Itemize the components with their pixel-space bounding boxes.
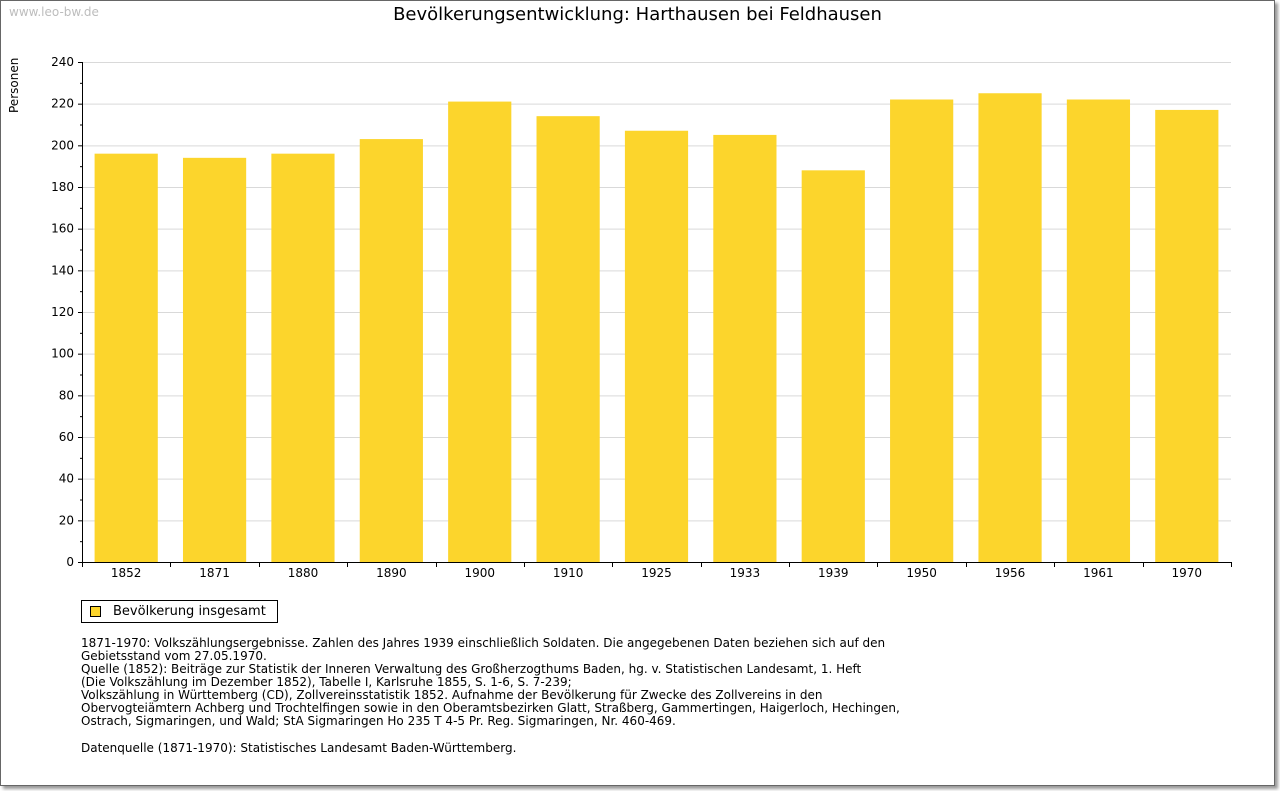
x-tick-label: 1950 bbox=[906, 566, 937, 580]
bar bbox=[448, 101, 512, 562]
y-tick-label: 80 bbox=[59, 388, 74, 402]
bar bbox=[713, 134, 777, 562]
bar bbox=[359, 139, 423, 563]
y-tick-label: 0 bbox=[66, 555, 74, 569]
x-tick-label: 1900 bbox=[464, 566, 495, 580]
x-tick-label: 1925 bbox=[641, 566, 672, 580]
x-tick-label: 1956 bbox=[995, 566, 1026, 580]
bar bbox=[536, 116, 600, 563]
chart-title: Bevölkerungsentwicklung: Harthausen bei … bbox=[393, 4, 882, 25]
bar bbox=[890, 99, 954, 562]
watermark: www.leo-bw.de bbox=[9, 5, 99, 19]
x-tick-label: 1961 bbox=[1083, 566, 1114, 580]
bar bbox=[271, 153, 335, 562]
y-tick-label: 240 bbox=[51, 55, 74, 69]
y-tick-label: 100 bbox=[51, 347, 74, 361]
note-line: Gebietsstand vom 27.05.1970. bbox=[81, 649, 267, 663]
note-line: Quelle (1852): Beiträge zur Statistik de… bbox=[81, 662, 862, 676]
y-tick-label: 160 bbox=[51, 222, 74, 236]
bar bbox=[1066, 99, 1131, 562]
x-tick-label: 1852 bbox=[111, 566, 142, 580]
y-tick-label: 120 bbox=[51, 305, 74, 319]
notes: 1871-1970: Volkszählungsergebnisse. Zahl… bbox=[81, 637, 900, 728]
note-line: Obervogteiämtern Achberg und Trochtelfin… bbox=[81, 701, 900, 715]
y-tick-label: 180 bbox=[51, 180, 74, 194]
x-tick-label: 1970 bbox=[1172, 566, 1203, 580]
data-source: Datenquelle (1871-1970): Statistisches L… bbox=[81, 741, 517, 755]
bar bbox=[801, 170, 865, 563]
note-line: Volkszählung in Württemberg (CD), Zollve… bbox=[81, 688, 823, 702]
bar bbox=[94, 153, 158, 562]
x-tick-label: 1880 bbox=[288, 566, 319, 580]
x-tick-label: 1910 bbox=[553, 566, 584, 580]
y-tick-label: 140 bbox=[51, 263, 74, 277]
note-line: Ostrach, Sigmaringen, und Wald; StA Sigm… bbox=[81, 714, 676, 728]
y-tick-label: 20 bbox=[59, 513, 74, 527]
y-tick-label: 40 bbox=[59, 472, 74, 486]
bar-chart: 0 20 40 60 80 100 120 140 160 180 200 220 240 1852 187… bbox=[51, 55, 1232, 580]
x-tick-label: 1890 bbox=[376, 566, 407, 580]
bar bbox=[1155, 109, 1219, 563]
bar bbox=[978, 93, 1042, 562]
legend-swatch bbox=[90, 606, 101, 617]
x-tick-label: 1933 bbox=[730, 566, 761, 580]
legend-label: Bevölkerung insgesamt bbox=[113, 604, 266, 619]
y-tick-label: 60 bbox=[59, 430, 74, 444]
y-tick-label: 200 bbox=[51, 138, 74, 152]
bar bbox=[624, 130, 689, 562]
note-line: (Die Volkszählung im Dezember 1852), Tab… bbox=[81, 675, 572, 689]
x-tick-label: 1939 bbox=[818, 566, 849, 580]
bar bbox=[182, 157, 247, 563]
x-tick-label: 1871 bbox=[199, 566, 230, 580]
note-line: 1871-1970: Volkszählungsergebnisse. Zahl… bbox=[81, 636, 886, 650]
legend: Bevölkerung insgesamt bbox=[81, 600, 278, 623]
y-tick-label: 220 bbox=[51, 97, 74, 111]
